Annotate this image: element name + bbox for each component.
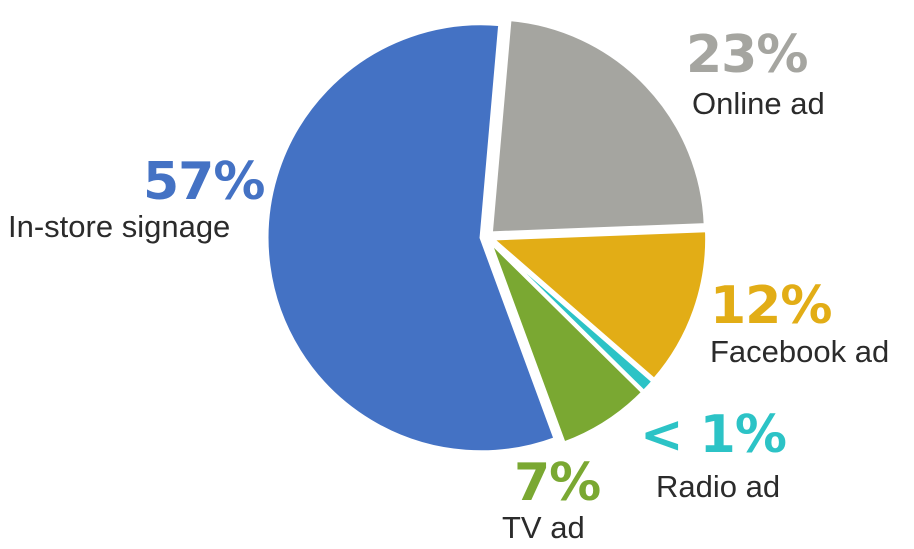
slice-percent-in-store-signage: 57%	[143, 152, 264, 212]
slice-label-radio-ad: Radio ad	[656, 469, 780, 504]
slice-label-in-store-signage: In-store signage	[8, 209, 230, 244]
pie-slice-online-ad	[489, 18, 707, 235]
slice-percent-online-ad: 23%	[686, 25, 807, 85]
slice-percent-facebook-ad: 12%	[710, 276, 831, 336]
pie-slices	[265, 18, 709, 454]
slice-percent-tv-ad: 7%	[514, 453, 600, 513]
slice-label-tv-ad: TV ad	[502, 510, 585, 545]
pie-slice-in-store-signage	[265, 22, 557, 454]
slice-label-facebook-ad: Facebook ad	[710, 334, 889, 369]
slice-label-online-ad: Online ad	[692, 86, 825, 121]
pie-slice-tv-ad	[488, 240, 645, 445]
pie-slice-radio-ad	[490, 239, 656, 394]
slice-percent-radio-ad: < 1%	[640, 405, 786, 465]
pie-slice-facebook-ad	[488, 229, 709, 382]
